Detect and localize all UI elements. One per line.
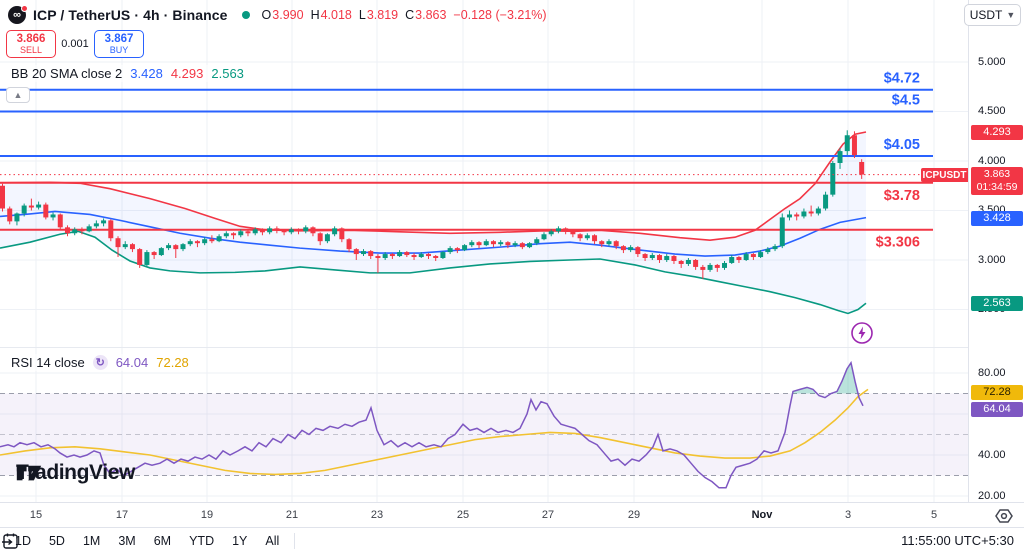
price-level-label[interactable]: $4.72 bbox=[884, 71, 920, 87]
tradingview-logo-icon bbox=[16, 465, 42, 481]
rsi-ma-value: 72.28 bbox=[156, 355, 189, 370]
range-button-1Y[interactable]: 1Y bbox=[232, 533, 248, 548]
calendar-arrow-icon bbox=[2, 533, 18, 549]
axis-tick-label: 4.000 bbox=[978, 155, 1006, 167]
range-button-All[interactable]: All bbox=[265, 533, 280, 548]
bottom-toolbar: 1D 5D 1M 3M 6M YTD 1Y All 11:55:00 UTC+5:30 bbox=[0, 527, 1024, 553]
range-button-5D[interactable]: 5D bbox=[48, 533, 65, 548]
time-tick-label: Nov bbox=[751, 509, 773, 521]
collapse-legend-button[interactable]: ▲ bbox=[6, 87, 30, 103]
currency-selector[interactable]: USDT ▼ bbox=[964, 4, 1021, 26]
time-tick-label: 21 bbox=[285, 509, 299, 521]
bb-indicator-legend[interactable]: BB 20 SMA close 2 3.428 4.293 2.563 bbox=[8, 65, 247, 82]
axis-tick-label: 80.00 bbox=[978, 367, 1006, 379]
range-button-1D[interactable]: 1D bbox=[15, 533, 31, 548]
price-level-label[interactable]: $4.05 bbox=[884, 137, 920, 153]
time-axis[interactable]: 15 17 19 21 23 25 27 29 Nov 3 5 bbox=[0, 502, 1024, 527]
symbol-title[interactable]: ICP / TetherUS · 4h · Binance bbox=[33, 7, 228, 23]
bb-upper-value: 4.293 bbox=[170, 66, 204, 81]
buy-price: 3.867 bbox=[104, 33, 134, 45]
axis-settings-button[interactable] bbox=[994, 506, 1014, 526]
refresh-circle-icon[interactable]: ↻ bbox=[92, 355, 108, 370]
hexagon-settings-icon bbox=[995, 509, 1013, 523]
price-axis[interactable]: 5.0004.5004.0003.5003.0002.50080.0060.00… bbox=[968, 0, 1024, 527]
bb-basis-value: 3.428 bbox=[130, 66, 163, 81]
axis-tick-label: 4.500 bbox=[978, 105, 1006, 117]
low-label: L bbox=[358, 8, 366, 22]
open-value: 3.990 bbox=[272, 8, 304, 22]
pane-divider[interactable] bbox=[0, 347, 1024, 348]
ohlc-values: O 3.990 H 4.018 L 3.819 C 3.863 −0.128 (−3.2… bbox=[262, 8, 547, 22]
time-tick-label: 19 bbox=[200, 509, 214, 521]
time-tick-label: 17 bbox=[115, 509, 129, 521]
toolbar-divider bbox=[294, 532, 296, 549]
price-pane[interactable]: $4.72 $4.5 $4.05 $3.78 $3.306 bbox=[0, 0, 968, 347]
last-price-symbol-tag: ICPUSDT bbox=[921, 168, 968, 182]
open-label: O bbox=[261, 8, 272, 22]
axis-tick-label: 3.000 bbox=[978, 254, 1006, 266]
lightning-icon bbox=[851, 322, 873, 344]
change-value: −0.128 (−3.21%) bbox=[453, 8, 547, 22]
range-button-1M[interactable]: 1M bbox=[82, 533, 101, 548]
order-panel: 3.866 SELL 0.001 3.867 BUY bbox=[6, 30, 144, 58]
last-price-value: 3.863 bbox=[983, 168, 1011, 180]
close-value: 3.863 bbox=[415, 8, 447, 22]
rsi-indicator-legend[interactable]: RSI 14 close ↻ 64.04 72.28 bbox=[8, 354, 192, 371]
axis-tick-label: 40.00 bbox=[978, 449, 1006, 461]
sell-button[interactable]: 3.866 SELL bbox=[6, 30, 56, 58]
rsi-pane[interactable] bbox=[0, 347, 968, 502]
price-level-label[interactable]: $3.306 bbox=[876, 235, 920, 251]
axis-tick-label: 20.00 bbox=[978, 490, 1006, 502]
axis-value-badge: 3.428 bbox=[971, 210, 1023, 226]
high-label: H bbox=[310, 8, 320, 22]
sell-label: SELL bbox=[19, 45, 43, 55]
price-level-label[interactable]: $3.78 bbox=[884, 188, 920, 204]
currency-label: USDT bbox=[969, 8, 1003, 22]
axis-value-badge: 2.563 bbox=[971, 295, 1023, 311]
tradingview-watermark[interactable]: TradingView bbox=[16, 461, 135, 485]
axis-value-badge: 64.04 bbox=[971, 401, 1023, 417]
time-tick-label: 15 bbox=[29, 509, 43, 521]
low-value: 3.819 bbox=[366, 8, 399, 22]
rsi-value: 64.04 bbox=[115, 355, 149, 370]
time-tick-label: 23 bbox=[370, 509, 384, 521]
sell-price: 3.866 bbox=[16, 33, 46, 45]
time-tick-label: 3 bbox=[844, 509, 852, 521]
spread-value: 0.001 bbox=[61, 38, 89, 50]
notification-dot-icon bbox=[21, 5, 28, 12]
time-tick-label: 25 bbox=[456, 509, 470, 521]
time-tick-label: 29 bbox=[627, 509, 641, 521]
time-tick-label: 5 bbox=[930, 509, 938, 521]
go-to-date-button[interactable] bbox=[2, 531, 323, 551]
bar-countdown: 01:34:59 bbox=[976, 181, 1018, 193]
rsi-label: RSI 14 close bbox=[11, 355, 85, 370]
watermark-text: TradingView bbox=[16, 461, 135, 484]
axis-value-badge: 4.293 bbox=[971, 124, 1023, 140]
clock-display[interactable]: 11:55:00 UTC+5:30 bbox=[901, 533, 1014, 548]
chevron-down-icon: ▼ bbox=[1006, 10, 1016, 20]
axis-value-badge: 72.28 bbox=[971, 384, 1023, 400]
time-tick-label: 27 bbox=[541, 509, 555, 521]
range-selector: 1D 5D 1M 3M 6M YTD 1Y All bbox=[8, 532, 286, 550]
price-level-label[interactable]: $4.5 bbox=[892, 93, 920, 109]
bb-lower-value: 2.563 bbox=[211, 66, 244, 81]
buy-label: BUY bbox=[109, 45, 129, 55]
axis-tick-label: 5.000 bbox=[978, 56, 1006, 68]
high-value: 4.018 bbox=[320, 8, 352, 22]
last-price-badge: 3.863 01:34:59 bbox=[971, 167, 1023, 195]
symbol-header: ∞ ICP / TetherUS · 4h · Binance O 3.990 H… bbox=[8, 5, 547, 25]
icp-coin-icon: ∞ bbox=[8, 5, 28, 24]
close-label: C bbox=[405, 8, 415, 22]
instant-trade-button[interactable] bbox=[850, 321, 874, 345]
range-button-3M[interactable]: 3M bbox=[118, 533, 136, 548]
range-button-6M[interactable]: 6M bbox=[153, 533, 172, 548]
market-open-dot-icon bbox=[241, 11, 250, 19]
bb-label: BB 20 SMA close 2 bbox=[11, 66, 123, 81]
range-button-YTD[interactable]: YTD bbox=[189, 533, 215, 548]
buy-button[interactable]: 3.867 BUY bbox=[94, 30, 144, 58]
